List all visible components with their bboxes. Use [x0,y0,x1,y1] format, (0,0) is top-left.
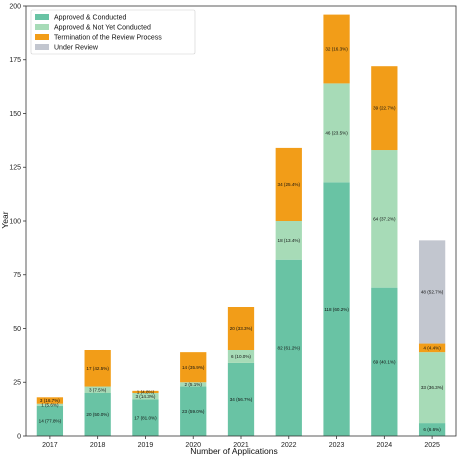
bar-segment [323,83,350,183]
y-tick-label: 125 [9,165,21,172]
bar-segment [418,423,446,436]
bar-segment [36,397,64,404]
bar-value-label: 3 (16.7%) [40,398,60,403]
bar-segment [371,287,398,436]
bars-layer [36,14,446,436]
bar-segment [323,14,350,84]
y-tick-label: 100 [9,218,21,225]
y-tick-label: 150 [9,111,21,118]
x-tick-label: 2023 [329,442,345,449]
bar-segment [227,307,255,350]
x-tick-label: 2020 [185,442,201,449]
bar-segment [418,352,446,424]
x-axis-label: Number of Applications [190,446,277,456]
bar-segment [275,221,302,260]
legend-swatch [35,34,49,40]
bar-value-label: 4 (4.4%) [423,345,441,350]
bar-segment [132,399,159,436]
bar-segment [275,147,302,221]
y-tick-label: 75 [13,272,21,279]
x-tick-label: 2022 [281,442,297,449]
legend-label: Approved & Not Yet Conducted [54,25,151,32]
bar-segment [275,259,302,436]
bar-value-label: 6 (6.6%) [423,427,441,432]
bar-segment [371,66,398,151]
plot-frame [25,5,457,437]
y-tick-label: 0 [17,433,21,440]
bar-segment [227,350,255,363]
bar-value-label: 18 (13.4%) [278,238,301,243]
bar-value-label: 6 (10.0%) [231,354,251,359]
legend-swatch [35,24,49,30]
bar-segment [371,150,398,288]
x-tick-label: 2021 [233,442,249,449]
x-tick-label: 2025 [424,442,440,449]
y-tick-label: 25 [13,380,21,387]
bar-value-label: 33 (36.3%) [421,385,444,390]
bar-segment [418,240,446,344]
bar-value-label: 2 (5.1%) [185,382,203,387]
bar-labels-layer: 14 (77.8%) 1 (5.6%)3 (16.7%) 20 (50.0%) 3 (… [39,47,444,433]
legend: Approved & Conducted Approved & Not Yet C… [30,9,196,55]
bar-segment [132,390,159,393]
bar-segment [84,393,111,436]
bar-segment [132,393,159,400]
y-tick-label: 200 [9,3,21,10]
bar-value-label: 34 (25.4%) [278,182,301,187]
bar-value-label: 82 (61.2%) [278,345,301,350]
bar-value-label: 64 (37.2%) [373,216,396,221]
bar-segment [180,382,207,387]
bar-value-label: 69 (40.1%) [373,359,396,364]
bar-value-label: 1 (5.6%) [41,402,59,407]
x-tick-label: 2017 [42,442,58,449]
bar-segment [36,403,64,406]
bar-segment [180,386,207,436]
bar-value-label: 14 (77.8%) [39,419,62,424]
axes-layer: 2017 2018 2019 2020 2021 2022 2023 2024 2025 0 25 5… [9,3,457,449]
bar-segment [84,350,111,387]
x-tick-label: 2024 [377,442,393,449]
legend-label: Approved & Conducted [54,15,126,22]
y-tick-label: 50 [13,326,21,333]
bar-value-label: 34 (56.7%) [230,397,253,402]
y-tick-label: 175 [9,57,21,64]
bar-value-label: 14 (35.9%) [182,365,205,370]
legend-swatch [35,44,49,50]
bar-value-label: 17 (42.5%) [86,366,109,371]
bar-value-label: 23 (59.0%) [182,409,205,414]
bar-segment [36,405,64,436]
legend-label: Under Review [54,45,99,52]
bar-segment [418,343,446,353]
bar-value-label: 3 (7.5%) [89,387,107,392]
bar-value-label: 3 (14.3%) [135,394,155,399]
bar-value-label: 46 (23.5%) [325,130,348,135]
bar-value-label: 20 (33.3%) [230,326,253,331]
legend-label: Termination of the Review Process [54,35,162,42]
bar-segment [227,362,255,436]
bar-segment [323,182,350,436]
bar-value-label: 48 (52.7%) [421,290,444,295]
x-tick-label: 2018 [90,442,106,449]
legend-box [30,9,196,55]
legend-swatch [35,14,49,20]
bar-segment [180,352,207,383]
bar-value-label: 1 (4.8%) [137,390,155,395]
bar-value-label: 118 (60.2%) [324,307,349,312]
bar-value-label: 20 (50.0%) [86,412,109,417]
bar-segment [84,386,111,393]
bar-value-label: 39 (22.7%) [373,106,396,111]
bar-value-label: 32 (16.3%) [325,47,348,52]
y-axis-label: Year [0,211,10,228]
x-tick-label: 2019 [138,442,154,449]
bar-value-label: 17 (81.0%) [134,415,157,420]
